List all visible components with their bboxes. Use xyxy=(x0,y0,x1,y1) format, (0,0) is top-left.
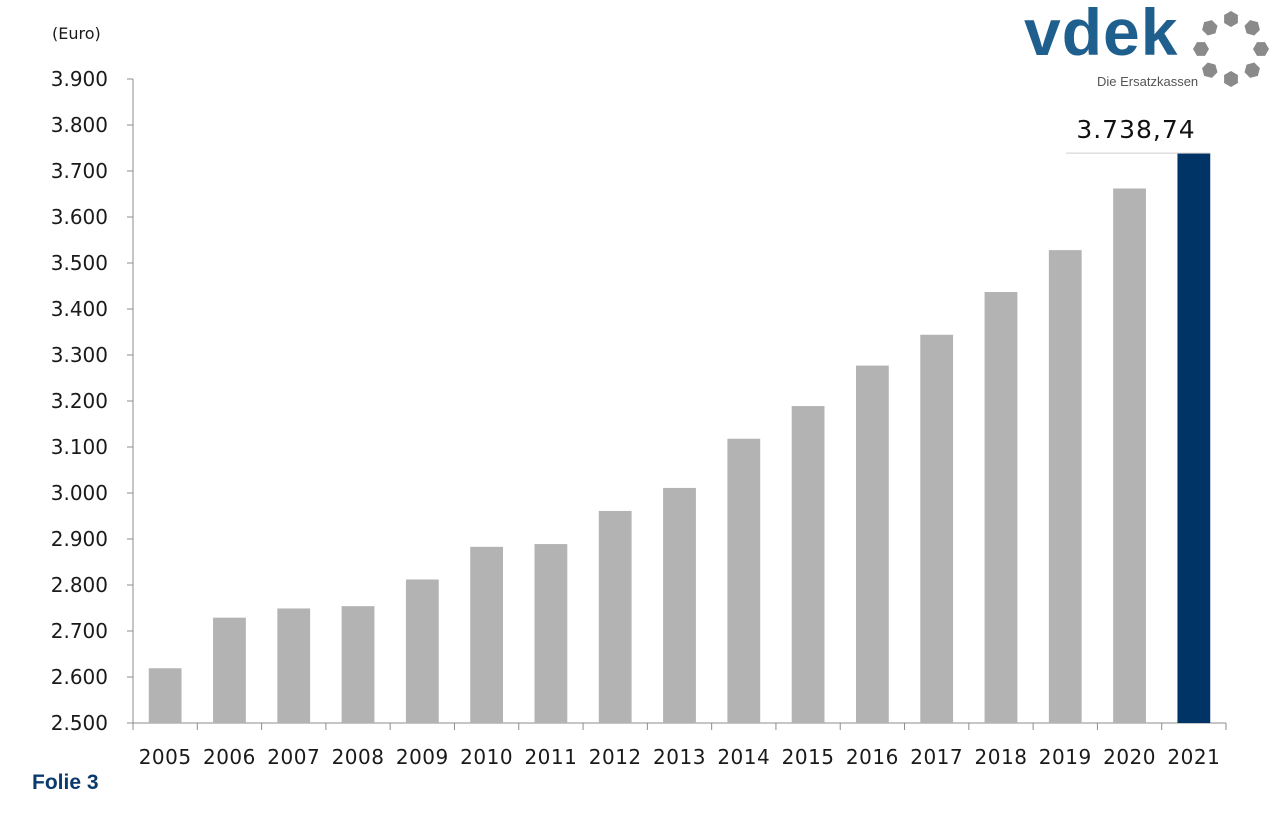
x-tick-label: 2018 xyxy=(975,745,1028,769)
logo-ring-segment xyxy=(1193,42,1209,56)
vdek-logo: vdek Die Ersatzkassen xyxy=(1022,0,1272,92)
bar-2005 xyxy=(148,668,182,723)
x-tick-label: 2010 xyxy=(460,745,513,769)
x-tick-label: 2020 xyxy=(1103,745,1156,769)
x-tick-label: 2011 xyxy=(524,745,577,769)
slide-number: Folie 3 xyxy=(32,771,99,794)
y-tick-label: 2.900 xyxy=(51,527,108,551)
x-tick-label: 2006 xyxy=(203,745,256,769)
bar-2015 xyxy=(791,406,825,723)
logo-subtitle: Die Ersatzkassen xyxy=(1097,74,1199,89)
bar-highlight-2021 xyxy=(1177,153,1211,724)
bar-2007 xyxy=(277,608,311,723)
y-tick-label: 3.200 xyxy=(51,389,108,413)
y-tick-label: 2.700 xyxy=(51,619,108,643)
y-axis: 2.500 2.600 2.700 2.800 2.900 3.000 3.100 3.200… xyxy=(51,67,134,735)
y-tick-label: 3.100 xyxy=(51,435,108,459)
bar-2013 xyxy=(663,487,696,723)
bar-2017 xyxy=(920,334,954,723)
logo-ring-segment xyxy=(1224,71,1238,87)
bar-2020 xyxy=(1113,188,1146,724)
bar-2006 xyxy=(213,617,246,723)
y-tick-label: 3.900 xyxy=(51,67,108,91)
bar-2016 xyxy=(855,365,889,723)
logo-ring-segment xyxy=(1202,62,1218,78)
highlight-annotation: 3.738,74 xyxy=(1066,115,1211,154)
x-axis: 2005 2006 2007 2008 2009 2010 2011 2012 2013 2014… xyxy=(132,722,1227,769)
x-tick-label: 2016 xyxy=(846,745,899,769)
y-tick-label: 3.600 xyxy=(51,205,108,229)
bar-2014 xyxy=(727,438,761,723)
bar-2019 xyxy=(1048,250,1082,723)
x-tick-label: 2017 xyxy=(910,745,963,769)
y-tick-label: 2.600 xyxy=(51,665,108,689)
y-tick-label: 2.800 xyxy=(51,573,108,597)
bar-2010 xyxy=(470,546,504,723)
bar-2008 xyxy=(341,606,375,723)
x-tick-label: 2007 xyxy=(267,745,320,769)
y-tick-label: 3.300 xyxy=(51,343,108,367)
x-tick-label: 2021 xyxy=(1167,745,1220,769)
bar-2011 xyxy=(534,544,568,723)
highlight-data-label: 3.738,74 xyxy=(1076,115,1195,144)
logo-ring-segment xyxy=(1244,62,1260,78)
x-tick-label: 2013 xyxy=(653,745,706,769)
x-tick-label: 2019 xyxy=(1039,745,1092,769)
bar-2009 xyxy=(405,579,439,723)
y-tick-label: 3.000 xyxy=(51,481,108,505)
x-tick-label: 2015 xyxy=(782,745,835,769)
logo-wordmark: vdek xyxy=(1024,0,1179,69)
logo-ring-segment xyxy=(1253,42,1269,56)
x-tick-label: 2008 xyxy=(332,745,385,769)
y-tick-label: 3.400 xyxy=(51,297,108,321)
y-tick-label: 3.800 xyxy=(51,113,108,137)
y-tick-label: 2.500 xyxy=(51,711,108,735)
bar-2012 xyxy=(598,510,632,723)
vdek-ring-logo-icon xyxy=(1193,11,1269,87)
x-tick-label: 2009 xyxy=(396,745,449,769)
bar-2018 xyxy=(984,291,1018,723)
y-tick-label: 3.500 xyxy=(51,251,108,275)
bar-series xyxy=(148,153,1211,724)
x-tick-label: 2014 xyxy=(717,745,770,769)
logo-ring-segment xyxy=(1244,20,1260,36)
y-tick-label: 3.700 xyxy=(51,159,108,183)
x-tick-label: 2005 xyxy=(139,745,192,769)
x-tick-label: 2012 xyxy=(589,745,642,769)
y-axis-unit-label: (Euro) xyxy=(52,24,101,43)
logo-ring-segment xyxy=(1202,20,1218,36)
logo-ring-segment xyxy=(1224,11,1238,27)
